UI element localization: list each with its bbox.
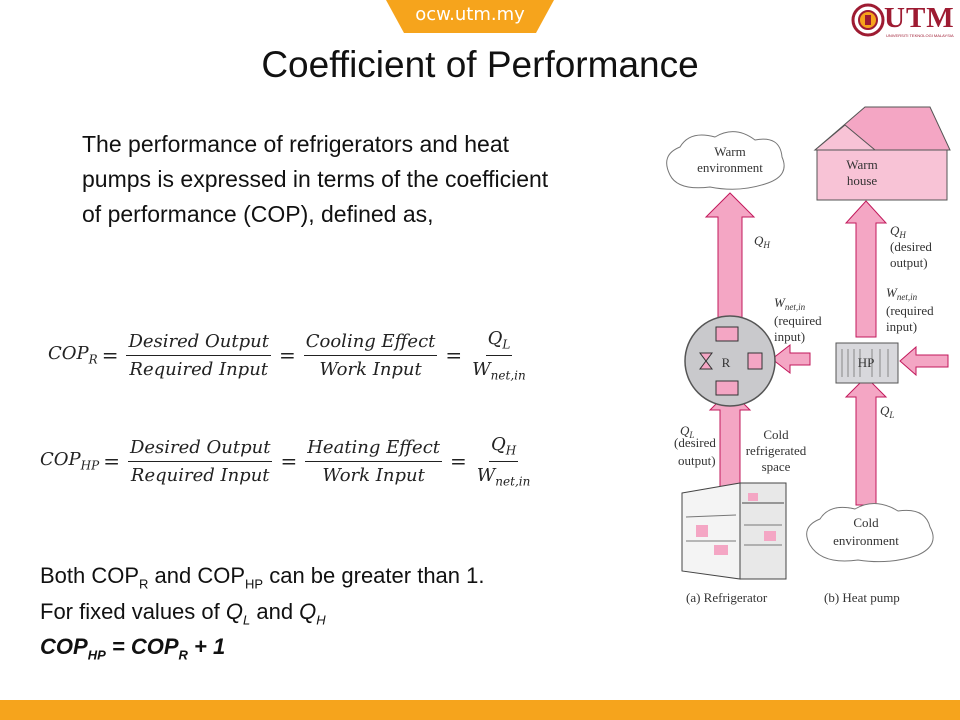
refrigerator-heatpump-diagram: Warm environment Warm house R	[666, 106, 951, 605]
caption-refrigerator: (a) Refrigerator	[686, 590, 768, 605]
ql-label-heatpump: QL	[880, 403, 894, 420]
cold-space-label-3: space	[762, 459, 791, 474]
logo-subtitle: UNIVERSITI TEKNOLOGI MALAYSIA	[886, 33, 954, 38]
heat-pump-unit-icon	[835, 342, 899, 384]
cold-env-label-2: environment	[833, 533, 899, 548]
wnet-label-refrigerator: Wnet,in	[774, 295, 806, 312]
utm-logo-icon	[851, 3, 885, 37]
equation-cop-r: COPR = Desired Output Required Input = C…	[48, 328, 526, 383]
hp-label: HP	[858, 355, 875, 370]
warm-house-label-1: Warm	[846, 157, 877, 172]
site-url[interactable]: ocw.utm.my	[415, 4, 525, 25]
warm-environment-cloud	[666, 131, 785, 190]
required-label-heatpump-1: (required	[886, 303, 934, 318]
wnet-arrow-refrigerator	[771, 343, 811, 375]
caption-heat-pump: (b) Heat pump	[824, 590, 900, 605]
qh-label-refrigerator: QH	[754, 233, 770, 250]
qh-arrow-heatpump	[844, 200, 888, 338]
eq-hp-lhs: COPHP	[40, 449, 100, 473]
warm-house-icon	[813, 106, 951, 201]
required-label-refrigerator-1: (required	[774, 313, 822, 328]
cold-space-label-2: refrigerated	[746, 443, 807, 458]
warm-env-label-2: environment	[697, 160, 763, 175]
header-tab	[386, 0, 554, 33]
note-line-2: For fixed values of QL and QH	[40, 599, 326, 628]
note-line-3: COPHP = COPR + 1	[40, 634, 226, 663]
wnet-arrow-heatpump	[899, 345, 949, 377]
footer-bar	[0, 700, 960, 720]
cold-environment-cloud	[806, 503, 934, 563]
ql-desired-label-2: output)	[678, 453, 716, 468]
eq-r-lhs: COPR	[48, 343, 98, 367]
note-line-1: Both COPR and COPHP can be greater than …	[40, 563, 485, 592]
refrigerator-icon	[681, 482, 787, 580]
eq-hp-fraction-desired: Desired Output Required Input	[127, 436, 273, 486]
wnet-label-heatpump: Wnet,in	[886, 285, 918, 302]
eq-hp-fraction-heating: Heating Effect Work Input	[305, 436, 443, 486]
qh-label-heatpump: QH	[890, 223, 906, 240]
eq-r-fraction-q: QL Wnet,in	[472, 328, 526, 383]
ql-label-refrigerator: QL	[680, 423, 694, 440]
r-label: R	[722, 355, 731, 370]
intro-text: The performance of refrigerators and hea…	[82, 131, 549, 227]
slide-title: Coefficient of Performance	[261, 44, 699, 85]
refrigerator-cycle-icon	[684, 315, 776, 407]
logo-text: UTM	[884, 2, 955, 34]
ql-desired-label-1: (desired	[674, 435, 716, 450]
qh-desired-label-1: (desired	[890, 239, 932, 254]
ql-arrow-heatpump	[844, 376, 888, 506]
warm-env-label-1: Warm	[714, 144, 745, 159]
cold-env-label-1: Cold	[853, 515, 879, 530]
eq-r-fraction-cooling: Cooling Effect Work Input	[303, 330, 438, 380]
required-label-heatpump-2: input)	[886, 319, 917, 334]
eq-r-fraction-desired: Desired Output Required Input	[126, 330, 271, 380]
warm-house-label-2: house	[847, 173, 878, 188]
eq-hp-fraction-q: QH Wnet,in	[476, 434, 531, 489]
required-label-refrigerator-2: input)	[774, 329, 805, 344]
equation-cop-hp: COPHP = Desired Output Required Input = …	[40, 434, 531, 489]
cold-space-label-1: Cold	[763, 427, 789, 442]
qh-desired-label-2: output)	[890, 255, 928, 270]
